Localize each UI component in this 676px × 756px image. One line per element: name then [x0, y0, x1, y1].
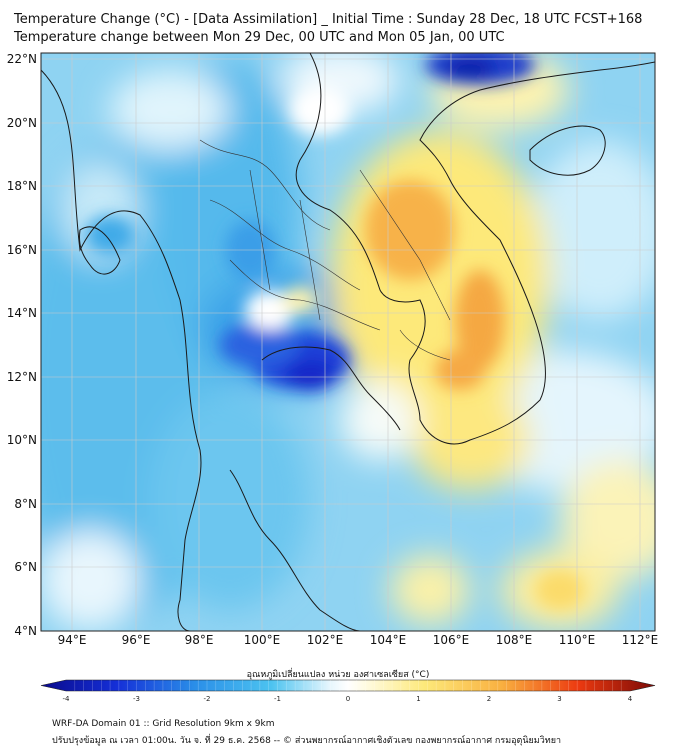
colorbar-tick: 1 — [416, 695, 420, 703]
lon-label: 108°E — [496, 633, 533, 647]
colorbar-tick: -3 — [133, 695, 140, 703]
colorbar-tick: -1 — [274, 695, 281, 703]
latitude-labels: 22°N 20°N 18°N 16°N 14°N 12°N 10°N 8°N 6… — [7, 52, 37, 638]
lon-label: 94°E — [58, 633, 87, 647]
lat-label: 4°N — [14, 624, 37, 638]
lon-label: 102°E — [307, 633, 344, 647]
lon-label: 110°E — [559, 633, 596, 647]
lat-label: 10°N — [7, 433, 37, 447]
lon-label: 100°E — [244, 633, 281, 647]
lon-label: 96°E — [122, 633, 151, 647]
map-frame — [40, 52, 656, 632]
lat-label: 8°N — [14, 497, 37, 511]
province-borders — [199, 139, 451, 361]
footer-credit: ปรับปรุงข้อมูล ณ เวลา 01:00น. วัน จ. ที่… — [52, 736, 562, 746]
graticule — [41, 53, 655, 631]
colorbar-tick: 4 — [628, 695, 633, 703]
lat-label: 22°N — [7, 52, 37, 66]
map-subtitle: Temperature change between Mon 29 Dec, 0… — [14, 30, 505, 45]
temperature-field — [41, 53, 655, 631]
lon-label: 104°E — [370, 633, 407, 647]
lat-label: 12°N — [7, 370, 37, 384]
lat-label: 18°N — [7, 179, 37, 193]
colorbar-tick: 3 — [557, 695, 561, 703]
map-title: Temperature Change (°C) - [Data Assimila… — [14, 12, 643, 27]
colorbar-title: อุณหภูมิเปลี่ยนแปลง หน่วย องศาเซลเซียส (… — [246, 670, 430, 680]
colorbar-tick: 0 — [346, 695, 350, 703]
colorbar: -4 -3 -2 -1 0 1 2 3 4 — [40, 679, 656, 703]
lat-label: 6°N — [14, 560, 37, 574]
longitude-labels: 94°E 96°E 98°E 100°E 102°E 104°E 106°E 1… — [58, 633, 659, 647]
lon-label: 112°E — [622, 633, 659, 647]
colorbar-tick: -2 — [204, 695, 211, 703]
coastlines — [41, 53, 655, 631]
lon-label: 98°E — [185, 633, 214, 647]
lat-label: 16°N — [7, 243, 37, 257]
colorbar-tick: 2 — [487, 695, 491, 703]
colorbar-tick: -4 — [63, 695, 71, 703]
footer-model-info: WRF-DA Domain 01 :: Grid Resolution 9km … — [52, 719, 275, 729]
lon-label: 106°E — [433, 633, 470, 647]
lat-label: 20°N — [7, 116, 37, 130]
lat-label: 14°N — [7, 306, 37, 320]
